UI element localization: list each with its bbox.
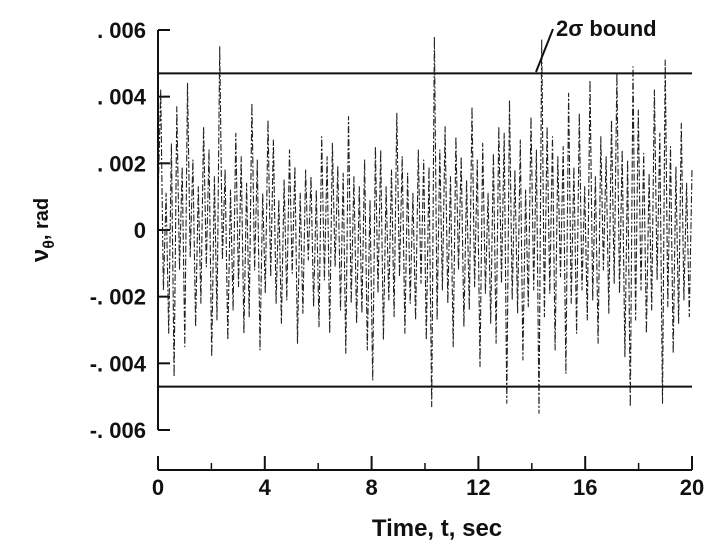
x-tick-label: 12 <box>466 475 490 500</box>
bound-annotation-leader <box>535 28 554 73</box>
y-axis-title-main: ν <box>27 249 54 262</box>
y-tick-label: -. 004 <box>90 351 147 376</box>
y-tick-label: . 002 <box>97 151 146 176</box>
x-tick-label: 16 <box>573 475 597 500</box>
x-tick-label: 8 <box>365 475 377 500</box>
y-tick-label: -. 006 <box>90 418 146 443</box>
x-tick-label: 4 <box>259 475 272 500</box>
x-axis-title: Time, t, sec <box>372 515 502 542</box>
y-tick-label: . 004 <box>97 85 147 110</box>
y-axis-title-sub: θ <box>41 240 58 249</box>
y-tick-label: . 006 <box>97 18 146 43</box>
y-axis-ticks: . 006 . 004 . 002 0 -. 002 -. 004 -. 006 <box>90 18 170 443</box>
x-tick-label: 20 <box>680 475 704 500</box>
y-axis-title-unit: , rad <box>31 198 53 240</box>
signal-trace <box>157 36 693 414</box>
bound-annotation: 2σ bound <box>556 16 657 41</box>
y-tick-label: 0 <box>134 218 146 243</box>
y-tick-label: -. 002 <box>90 285 146 310</box>
x-axis-ticks: 0 4 8 12 16 20 <box>152 456 704 500</box>
series-layer <box>157 36 693 414</box>
bounds-layer <box>158 72 692 388</box>
svg-text:νθ, rad: νθ, rad <box>27 198 58 262</box>
x-tick-label: 0 <box>152 475 164 500</box>
y-axis-title: νθ, rad <box>27 198 58 262</box>
